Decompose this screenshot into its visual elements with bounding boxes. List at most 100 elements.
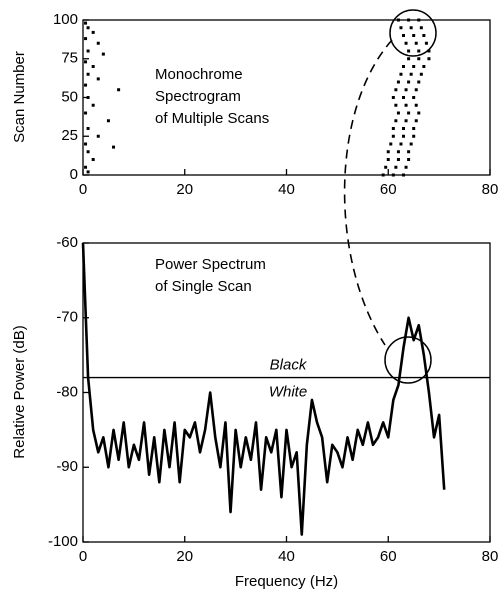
point [106, 119, 110, 123]
point [422, 34, 426, 37]
point [417, 80, 421, 84]
point [404, 41, 408, 45]
point [412, 134, 416, 138]
point [391, 173, 395, 177]
point [386, 158, 390, 161]
point [396, 150, 400, 154]
x-tick-label: 40 [278, 548, 295, 565]
point [402, 96, 406, 99]
connector-arc [343, 39, 393, 346]
x-axis-label: Frequency (Hz) [235, 573, 338, 590]
point [394, 119, 398, 123]
point [417, 18, 421, 22]
highlight-circle [384, 336, 432, 384]
point [422, 65, 426, 68]
point [112, 145, 116, 149]
point [91, 65, 95, 68]
y-axis-label: Scan Number [11, 51, 28, 143]
point [414, 119, 418, 123]
point [91, 103, 95, 107]
y-tick-label: -80 [56, 383, 78, 400]
point [381, 173, 385, 177]
point [394, 103, 398, 107]
point [404, 88, 408, 92]
point [404, 119, 408, 123]
point [84, 37, 88, 41]
point [86, 127, 90, 130]
point [419, 72, 423, 76]
point [86, 96, 90, 99]
point [407, 111, 411, 115]
point [91, 30, 95, 34]
y-tick-label: 25 [61, 127, 78, 144]
annotation: Spectrogram [155, 88, 241, 105]
x-tick-label: 40 [278, 181, 295, 198]
x-tick-label: 20 [176, 181, 193, 198]
point [412, 65, 416, 68]
point [396, 158, 400, 161]
x-tick-label: 60 [380, 181, 397, 198]
x-tick-label: 60 [380, 548, 397, 565]
point [84, 21, 88, 25]
point [414, 103, 418, 107]
point [424, 41, 428, 45]
point [407, 158, 411, 161]
point [407, 80, 411, 84]
point [84, 60, 88, 64]
point [396, 18, 400, 22]
point [409, 26, 413, 30]
point [391, 96, 395, 99]
annotation: Monochrome [155, 66, 243, 83]
point [399, 72, 403, 76]
y-tick-label: -100 [48, 533, 78, 550]
point [407, 150, 411, 154]
point [91, 158, 95, 161]
point [402, 65, 406, 68]
point [412, 127, 416, 130]
point [402, 127, 406, 130]
x-tick-label: 80 [482, 548, 499, 565]
y-tick-label: 100 [53, 11, 78, 28]
point [412, 34, 416, 37]
point [407, 18, 411, 22]
y-tick-label: 50 [61, 88, 78, 105]
point [427, 49, 431, 53]
point [394, 165, 398, 169]
threshold-label: White [269, 384, 307, 401]
y-tick-label: -60 [56, 234, 78, 251]
point [394, 88, 398, 92]
point [389, 142, 393, 146]
point [86, 49, 90, 53]
point [412, 96, 416, 99]
point [396, 80, 400, 84]
point [84, 111, 88, 115]
annotation: of Multiple Scans [155, 110, 269, 127]
point [86, 72, 90, 76]
x-tick-label: 0 [79, 548, 87, 565]
point [101, 52, 105, 56]
point [399, 26, 403, 30]
plot-frame [82, 19, 491, 176]
annotation: Power Spectrum [155, 256, 266, 273]
highlight-circle [389, 9, 437, 57]
y-tick-label: -90 [56, 458, 78, 475]
point [96, 134, 100, 138]
point [402, 34, 406, 37]
point [396, 111, 400, 115]
point [414, 88, 418, 92]
point [386, 150, 390, 154]
point [402, 173, 406, 177]
spectrum-line [81, 242, 446, 536]
threshold-label: Black [270, 357, 308, 374]
x-tick-label: 80 [482, 181, 499, 198]
point [391, 134, 395, 138]
point [417, 111, 421, 115]
y-tick-label: 75 [61, 50, 78, 67]
point [399, 142, 403, 146]
point [96, 41, 100, 45]
point [86, 150, 90, 154]
y-tick-label: 0 [70, 166, 78, 183]
point [117, 88, 121, 92]
y-tick-label: -70 [56, 309, 78, 326]
